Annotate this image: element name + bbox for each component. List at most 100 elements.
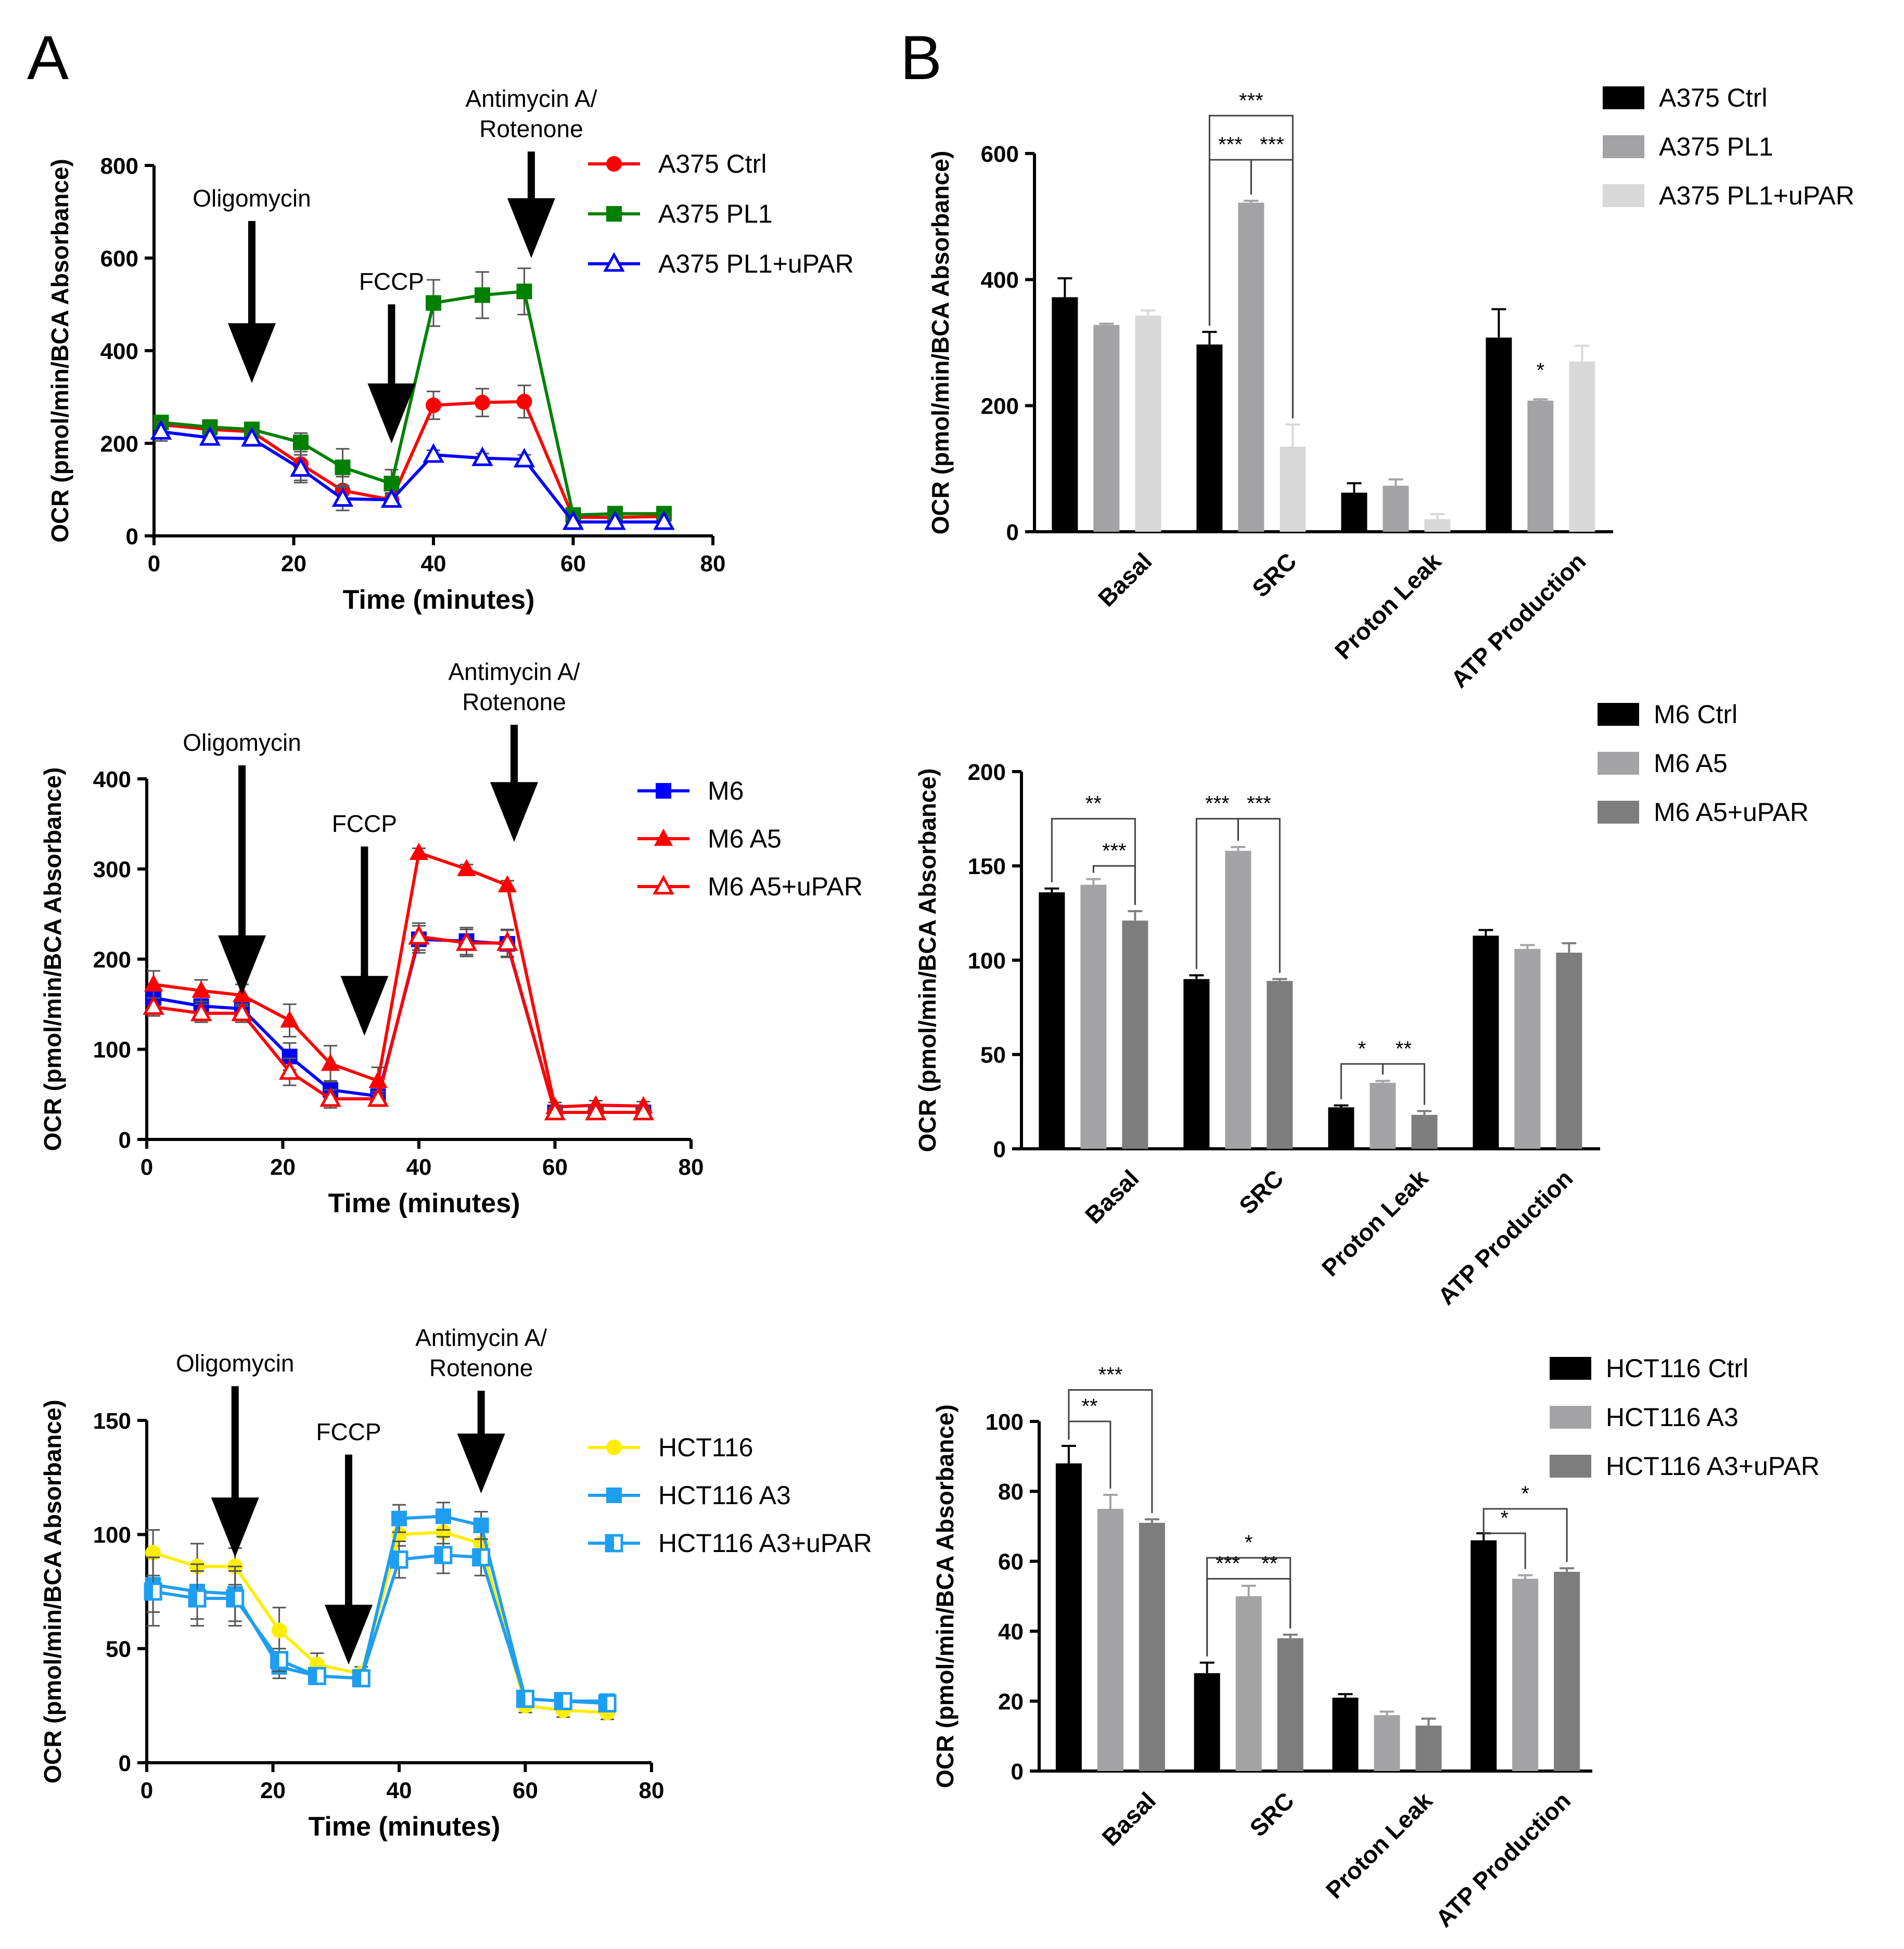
bar [1183, 979, 1210, 1149]
y-axis-label: OCR (pmol/min/BCA Absorbance) [39, 1400, 66, 1784]
annotation-label: Rotenone [462, 688, 566, 715]
data-point-marker [144, 974, 163, 992]
significance-marker: * [1500, 1507, 1509, 1530]
series-line [153, 934, 644, 1114]
data-point-marker-fill [435, 1547, 443, 1563]
y-tick-label: 20 [998, 1689, 1024, 1714]
legend-label: HCT116 A3+uPAR [1606, 1452, 1820, 1481]
x-tick-label: 80 [679, 1155, 704, 1180]
y-tick-label: 150 [968, 854, 1006, 879]
data-point-marker [290, 457, 312, 477]
legend-label: M6 A5+uPAR [708, 872, 863, 901]
arrow-head [340, 976, 389, 1036]
bar [1411, 1114, 1438, 1149]
data-point-marker [143, 995, 164, 1015]
data-point-marker [426, 295, 441, 311]
significance-marker: ** [1085, 792, 1102, 815]
data-point-marker [585, 1100, 607, 1121]
legend-label: M6 Ctrl [1654, 700, 1737, 729]
bar [1514, 948, 1541, 1149]
bar [1039, 892, 1065, 1149]
line-chart-hct116: 0 50 100 150 0 20 40 60 80 Time (minutes) OCR (pmo… [39, 1324, 872, 1842]
y-tick-label: 200 [981, 394, 1019, 419]
annotation-label: Antimycin A/ [465, 85, 597, 112]
data-point-marker [603, 252, 625, 272]
bar [1097, 1509, 1123, 1771]
data-point-marker [654, 828, 673, 846]
series-m6-a5-upar [143, 922, 655, 1121]
bar [1415, 1725, 1442, 1771]
data-point-marker-fill [555, 1693, 564, 1709]
arrow-head [457, 1433, 505, 1494]
data-point-marker [606, 1440, 622, 1455]
annotation-label: Antimycin A/ [449, 658, 580, 685]
y-tick-label: 0 [119, 1127, 131, 1153]
data-point-marker-fill [473, 1549, 481, 1566]
significance-bracket [1483, 1527, 1526, 1569]
legend-label: HCT116 Ctrl [1606, 1354, 1748, 1383]
y-axis-label: OCR (pmol/min/BCA Absorbance) [927, 151, 954, 535]
legend-label: M6 A5+uPAR [1654, 798, 1809, 827]
bar [1374, 1715, 1400, 1771]
legend-label: M6 A5 [708, 824, 782, 853]
data-point-marker [473, 1517, 489, 1533]
arrow-head [325, 1605, 373, 1665]
legend-label: A375 Ctrl [1659, 83, 1767, 112]
y-tick-label: 0 [993, 1137, 1006, 1162]
significance-bracket [1051, 818, 1136, 905]
significance-marker: *** [1218, 133, 1243, 156]
legend-swatch [1598, 752, 1639, 775]
significance-marker: ** [1261, 1552, 1277, 1575]
data-point-marker-fill [599, 1695, 608, 1711]
x-tick-label: 80 [639, 1778, 665, 1803]
y-tick-label: 100 [968, 948, 1006, 973]
y-tick-label: 400 [981, 267, 1019, 293]
data-point-marker [653, 875, 674, 895]
x-tick-label: 0 [140, 1778, 153, 1803]
x-tick-label: 0 [140, 1155, 153, 1180]
x-tick-label: 60 [560, 551, 586, 576]
arrow-head [490, 782, 539, 842]
y-tick-label: 40 [998, 1619, 1024, 1645]
bar [1527, 400, 1554, 532]
legend-swatch [1603, 135, 1644, 158]
significance-bracket [1068, 1420, 1111, 1489]
y-tick-label: 0 [1011, 1759, 1024, 1785]
legend-label: M6 [708, 776, 744, 805]
series-line [153, 851, 644, 1109]
x-tick-label: 20 [270, 1155, 296, 1180]
x-tick-label: 60 [542, 1155, 568, 1180]
bar [1238, 202, 1264, 532]
significance-bracket [1092, 865, 1136, 905]
legend-swatch [1550, 1357, 1591, 1380]
y-axis-label: OCR (pmol/min/BCA Absorbance) [46, 159, 73, 543]
bar [1556, 953, 1582, 1149]
line-chart-a375: 0 200 400 600 800 0 20 40 60 80 Time (minutes) OCR … [46, 85, 854, 615]
x-axis-label: Time (minutes) [328, 1188, 520, 1219]
arrow-head [507, 198, 555, 258]
annotation-label: Antimycin A/ [415, 1324, 547, 1351]
data-point-marker [199, 426, 221, 446]
y-tick-label: 400 [100, 339, 138, 364]
data-point-marker [516, 393, 532, 409]
series-line [161, 430, 665, 524]
data-point-marker [271, 1622, 287, 1638]
bar [1473, 935, 1499, 1149]
y-tick-label: 150 [93, 1408, 131, 1434]
legend-label: A375 PL1 [658, 199, 773, 228]
annotation-label: Oligomycin [176, 1350, 295, 1377]
data-point-marker [409, 842, 429, 860]
data-point-marker [231, 1002, 253, 1021]
y-tick-label: 0 [119, 1751, 131, 1776]
bar [1328, 1107, 1354, 1149]
x-tick-label: 0 [148, 551, 160, 576]
significance-bracket [1382, 1063, 1425, 1105]
legend-swatch [1550, 1455, 1591, 1478]
data-point-marker [562, 510, 584, 530]
significance-bracket [1248, 1578, 1292, 1629]
significance-bracket [1483, 1508, 1568, 1562]
annotation-label: FCCP [332, 810, 397, 837]
data-point-marker-fill [517, 1691, 526, 1707]
y-tick-label: 300 [93, 857, 131, 882]
bar [1471, 1540, 1497, 1771]
